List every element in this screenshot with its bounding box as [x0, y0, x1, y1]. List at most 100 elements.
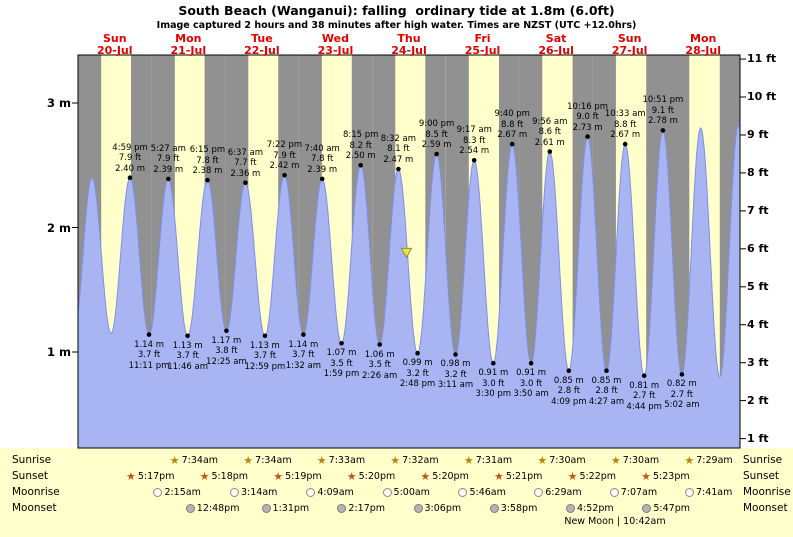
moonset-icon	[185, 503, 195, 513]
sunset-entry: ★ 5:20pm	[347, 470, 396, 482]
tide-annotation-high: 10:51 pm 9.1 ft 2.78 m	[642, 95, 684, 127]
tide-annotation-high: 9:00 pm 8.5 ft 2.59 m	[418, 119, 455, 151]
tide-event-dot	[146, 332, 152, 337]
sunset-entry: ★ 5:20pm	[420, 470, 469, 482]
moonset-icon	[489, 503, 499, 513]
moonrise-entry: 7:07am	[609, 486, 657, 498]
astronomy-strip-bg	[0, 448, 793, 537]
astro-time: 5:20pm	[432, 470, 469, 482]
tide-event-dot	[641, 373, 647, 379]
day-label: Sun 20-Jul	[96, 32, 133, 57]
astro-row-label-right: Moonrise	[743, 486, 791, 498]
tide-event-dot	[415, 350, 420, 356]
tide-annotation-high: 9:56 am 8.6 ft 2.61 m	[532, 116, 568, 148]
y-axis-label-m: 1 m	[47, 345, 71, 359]
y-axis-label-ft: 5 ft	[747, 279, 769, 293]
moonset-entry: 4:52pm	[566, 502, 614, 514]
y-axis-label-ft: 2 ft	[747, 393, 769, 407]
tide-annotation-high: 7:22 pm 7.9 ft 2.42 m	[266, 140, 303, 172]
tide-annotation-high: 4:59 pm 7.9 ft 2.40 m	[112, 142, 148, 174]
tide-event-dot	[282, 172, 287, 178]
day-label: Sun 27-Jul	[611, 32, 648, 57]
moonset-entry: 5:47pm	[642, 502, 690, 514]
tide-event-dot	[224, 328, 229, 334]
tide-annotation-high: 7:40 am 7.8 ft 2.39 m	[304, 143, 340, 175]
moonrise-entry: 5:46am	[458, 486, 506, 498]
tide-event-dot	[566, 368, 572, 374]
astro-row-label-left: Sunrise	[12, 454, 52, 466]
y-axis-label-ft: 6 ft	[747, 241, 769, 255]
y-axis-label-ft: 9 ft	[747, 127, 769, 141]
tide-event-dot	[679, 372, 685, 377]
tide-event-dot	[453, 352, 458, 357]
astro-time: 7:34am	[181, 454, 219, 466]
moonrise-entry: 6:29am	[534, 486, 582, 498]
tide-curve-area	[78, 125, 740, 449]
astro-time: 5:22pm	[579, 470, 617, 482]
sunrise-entry: ★ 7:34am	[243, 454, 291, 466]
astro-time: 3:14am	[241, 486, 278, 498]
moonrise-entry: 7:41am	[684, 486, 733, 498]
sunrise-star-icon: ★	[316, 453, 327, 467]
chart-subtitle: Image captured 2 hours and 38 minutes af…	[156, 20, 637, 31]
tide-event-dot	[547, 149, 553, 154]
sunset-star-icon: ★	[567, 469, 578, 483]
moonrise-icon	[458, 487, 468, 497]
day-label: Mon 28-Jul	[685, 32, 721, 57]
tide-annotation-high: 5:27 am 7.9 ft 2.39 m	[150, 143, 186, 175]
y-axis-label-ft: 1 ft	[747, 431, 769, 445]
tide-event-dot	[319, 176, 325, 182]
day-label: Wed 23-Jul	[317, 32, 354, 57]
astro-row-label-right: Sunset	[743, 470, 780, 482]
tide-annotation-low: 1.13 m 3.7 ft 12:59 pm	[244, 340, 286, 372]
new-moon-note: New Moon | 10:42am	[564, 516, 666, 527]
moonrise-icon	[382, 487, 392, 497]
sunrise-star-icon: ★	[243, 453, 254, 467]
tide-event-dot	[377, 342, 383, 347]
chart-title: South Beach (Wanganui): falling ordinary…	[178, 3, 615, 18]
astro-time: 7:41am	[695, 486, 733, 498]
tide-event-dot	[434, 151, 439, 157]
plot-border	[77, 54, 741, 449]
astro-time: 12:48pm	[196, 502, 240, 514]
tide-event-dot	[262, 333, 268, 339]
sunset-star-icon: ★	[641, 469, 652, 483]
day-label: Tue 22-Jul	[244, 32, 280, 57]
astro-time: 3:58pm	[500, 502, 538, 514]
y-axis-label-ft: 8 ft	[747, 165, 769, 179]
sunrise-entry: ★ 7:33am	[317, 454, 365, 466]
tide-annotation-high: 6:15 pm 7.8 ft 2.38 m	[189, 145, 226, 177]
tide-event-dot	[339, 341, 344, 346]
tide-annotation-low: 0.99 m 3.2 ft 2:48 pm	[399, 358, 436, 390]
sunrise-star-icon: ★	[463, 453, 474, 467]
tide-annotation-low: 0.85 m 2.8 ft 4:09 pm	[551, 375, 587, 407]
day-label: Fri 25-Jul	[464, 32, 501, 57]
sunset-entry: ★ 5:19pm	[273, 470, 322, 482]
tide-annotation-low: 1.13 m 3.7 ft 11:46 am	[167, 340, 208, 372]
astro-time: 5:17pm	[137, 470, 175, 482]
y-axis-label-m: 2 m	[47, 220, 71, 235]
sunrise-star-icon: ★	[390, 453, 401, 467]
moonset-icon	[642, 503, 652, 513]
astro-time: 7:30am	[549, 454, 586, 466]
sunset-entry: ★ 5:18pm	[200, 470, 249, 482]
astro-time: 2:17pm	[348, 502, 386, 514]
tide-event-dot	[205, 177, 210, 183]
astro-time: 5:46am	[469, 486, 506, 498]
astro-time: 7:33am	[328, 454, 366, 466]
moonrise-icon	[684, 487, 694, 497]
astro-time: 5:21pm	[505, 470, 543, 482]
tide-event-dot	[396, 166, 401, 172]
sunset-star-icon: ★	[346, 469, 357, 483]
astro-time: 5:00am	[393, 486, 430, 498]
y-axis-label-ft: 11 ft	[747, 52, 777, 66]
moonset-icon	[566, 503, 576, 513]
sunset-entry: ★ 5:21pm	[494, 470, 543, 482]
sunset-entry: ★ 5:22pm	[568, 470, 617, 482]
astro-row-label-right: Moonset	[743, 502, 788, 514]
astro-row-label-right: Sunrise	[743, 454, 783, 466]
sunset-star-icon: ★	[273, 469, 284, 483]
sunrise-entry: ★ 7:34am	[170, 454, 218, 466]
